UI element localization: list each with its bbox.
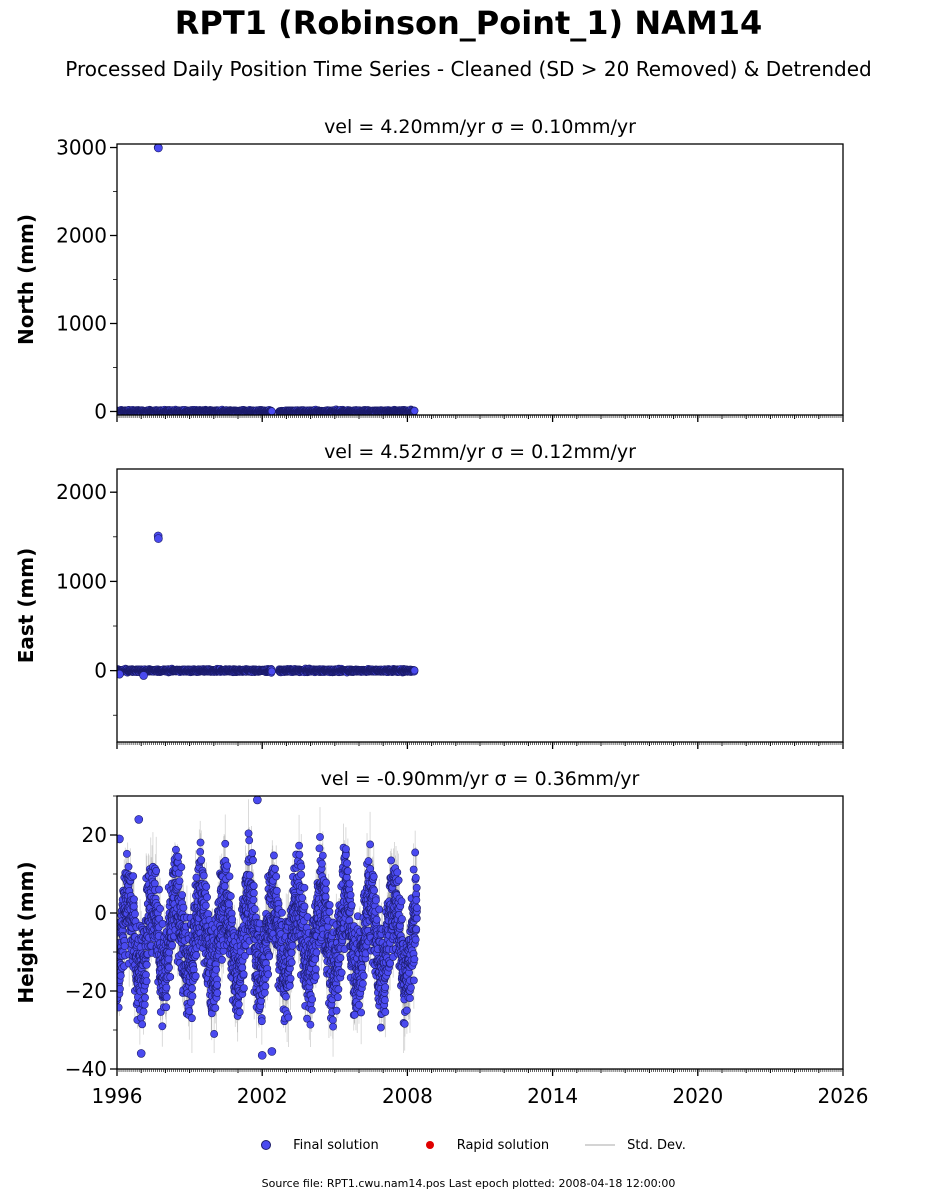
panel-3: vel = -0.90mm/yr σ = 0.36mm/yr Height (mm…: [14, 768, 868, 1108]
y-tick-label: 0: [94, 399, 107, 423]
data-point: [410, 666, 419, 675]
data-point-outlier: [139, 671, 148, 680]
panel-title: vel = 4.20mm/yr σ = 0.10mm/yr: [324, 116, 636, 138]
axes-frame: [116, 143, 844, 416]
y-tick-label: 3000: [56, 136, 107, 160]
data-point-outlier: [154, 144, 163, 153]
chart-subtitle: Processed Daily Position Time Series - C…: [65, 57, 872, 81]
panel-2: vel = 4.52mm/yr σ = 0.12mm/yr East (mm) 0 1…: [14, 441, 844, 749]
data-point: [410, 406, 419, 415]
axes-frame: [116, 468, 844, 743]
y-axis-label: Height (mm): [14, 861, 38, 1003]
y-tick-label: 2000: [56, 480, 107, 504]
panel-1: vel = 4.20mm/yr σ = 0.10mm/yr North (mm) 0…: [14, 116, 844, 423]
chart-title: RPT1 (Robinson_Point_1) NAM14: [174, 4, 763, 42]
y-axis-label: North (mm): [14, 214, 38, 345]
y-axis-label: East (mm): [14, 548, 38, 664]
y-tick-label: 1000: [56, 311, 107, 335]
panel-title: vel = 4.52mm/yr σ = 0.12mm/yr: [324, 441, 636, 463]
data-point: [267, 407, 276, 415]
plot-area: [117, 531, 419, 680]
y-tick-label: 1000: [56, 569, 107, 593]
plot-area: [117, 144, 419, 415]
y-tick-label: 0: [94, 659, 107, 683]
y-tick-label: 2000: [56, 224, 107, 248]
data-point-outlier: [154, 534, 163, 543]
panel-title: vel = -0.90mm/yr σ = 0.36mm/yr: [321, 768, 640, 790]
data-point: [267, 667, 276, 676]
plot-area: [117, 796, 421, 1060]
